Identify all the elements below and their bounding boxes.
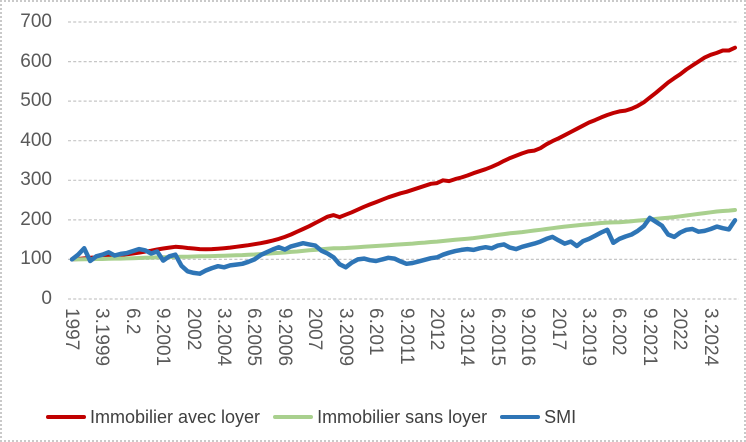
x-tick-label: 3.2024	[700, 308, 721, 367]
x-tick-label: 1997	[61, 308, 82, 351]
x-tick-label: 6.201	[365, 308, 386, 356]
x-tick-label: 3.2004	[213, 308, 234, 367]
x-tick-label: 9.2016	[517, 308, 538, 367]
y-tick-label: 200	[20, 209, 52, 230]
x-tick-label: 6.202	[608, 308, 629, 356]
y-tick-label: 100	[20, 248, 52, 269]
legend: Immobilier avec loyer Immobilier sans lo…	[2, 400, 744, 434]
y-tick-label: 500	[20, 90, 52, 111]
x-tick-label: 9.2001	[152, 308, 173, 367]
series-lines	[69, 45, 738, 276]
x-tick-label: 3.2019	[578, 308, 599, 367]
y-tick-label: 0	[41, 288, 52, 309]
x-tick-label: 6.2	[122, 308, 143, 335]
x-tick-label: 6.2005	[243, 308, 264, 367]
y-tick-label: 600	[20, 51, 52, 72]
x-tick-label: 2022	[669, 308, 690, 351]
x-tick-label: 9.2021	[639, 308, 660, 367]
legend-swatch-immobilier-sans-loyer	[273, 415, 314, 419]
series-line-immobilier-sans-loyer	[70, 208, 737, 262]
y-tick-label: 400	[20, 130, 52, 151]
series-line-immobilier-avec-loyer	[70, 45, 737, 262]
x-tick-label: 3.2014	[456, 308, 477, 367]
x-tick-label: 2002	[183, 308, 204, 351]
legend-swatch-smi	[500, 415, 541, 419]
x-tick-label: 2007	[304, 308, 325, 351]
x-tick-label: 9.2006	[274, 308, 295, 367]
x-tick-label: 2012	[426, 308, 447, 351]
x-tick-label: 6.2015	[487, 308, 508, 367]
legend-item-smi: SMI	[500, 407, 576, 428]
y-tick-label: 700	[20, 11, 52, 32]
y-tick-label: 300	[20, 169, 52, 190]
legend-label-smi: SMI	[544, 406, 577, 427]
legend-item-immobilier-avec-loyer: Immobilier avec loyer	[46, 407, 260, 428]
x-tick-label: 3.1999	[91, 308, 112, 367]
x-tick-label: 2017	[548, 308, 569, 351]
legend-swatch-immobilier-avec-loyer	[46, 415, 86, 419]
legend-label-immobilier-sans-loyer: Immobilier sans loyer	[317, 406, 488, 427]
legend-item-immobilier-sans-loyer: Immobilier sans loyer	[273, 407, 487, 428]
x-tick-label: 9.2011	[396, 308, 417, 365]
x-tick-label: 3.2009	[335, 308, 356, 367]
legend-label-immobilier-avec-loyer: Immobilier avec loyer	[90, 406, 261, 427]
series-line-smi	[69, 215, 738, 276]
